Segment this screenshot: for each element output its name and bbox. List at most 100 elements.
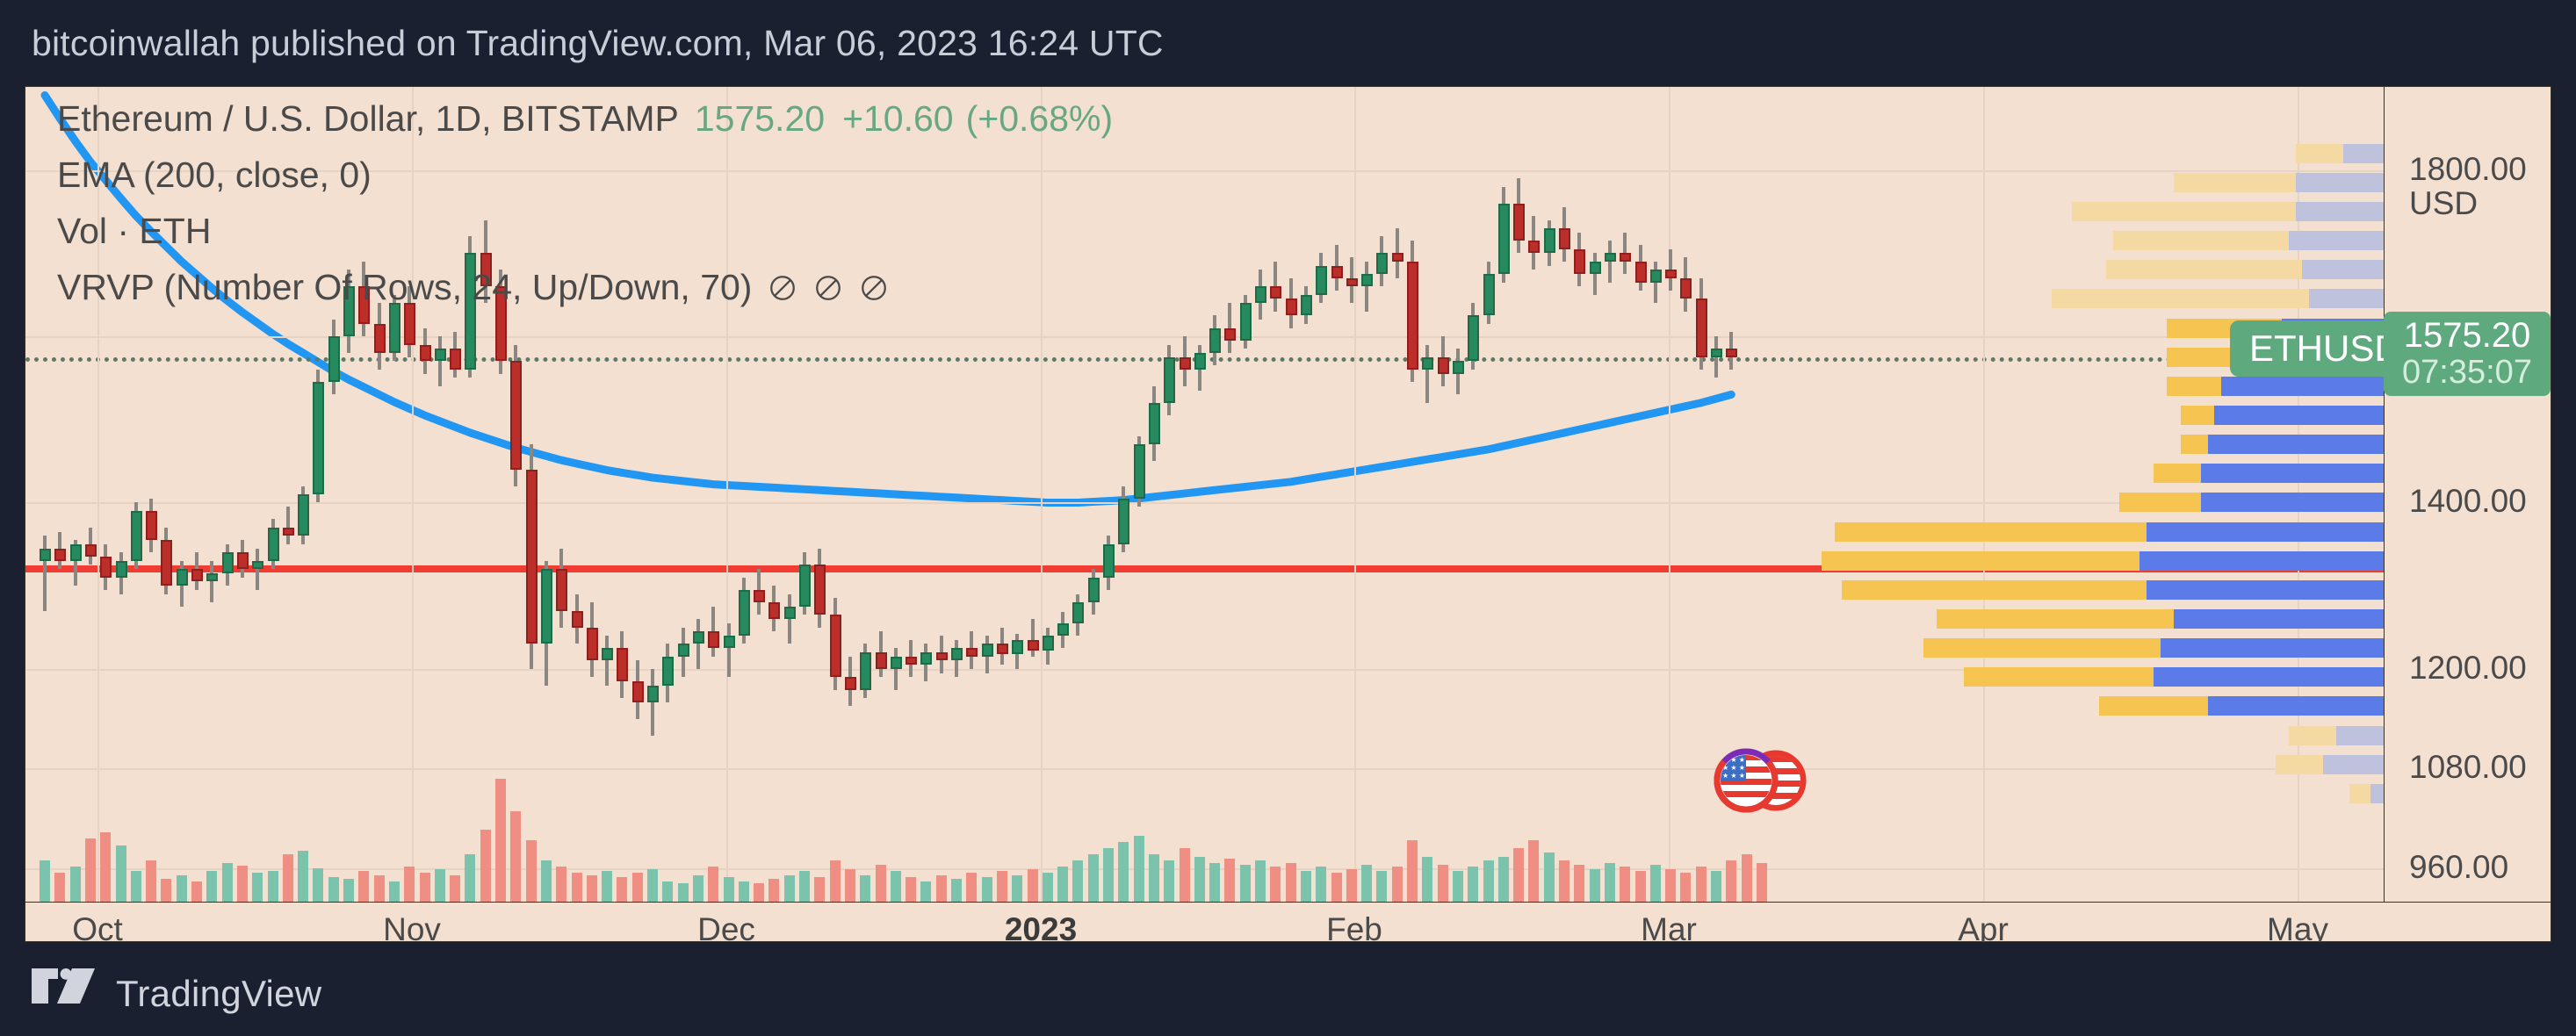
volume-bar bbox=[1239, 865, 1251, 902]
candlestick bbox=[1118, 498, 1130, 544]
volume-profile-sell-segment bbox=[1835, 522, 2147, 542]
candle-wick bbox=[1425, 344, 1430, 403]
volume-profile-buy-segment bbox=[2147, 579, 2384, 600]
candlestick bbox=[298, 494, 310, 536]
volume-bar bbox=[1665, 868, 1677, 902]
price-axis-tick: 1800.00 bbox=[2409, 150, 2527, 187]
candlestick bbox=[510, 361, 523, 470]
volume-bar bbox=[1483, 860, 1494, 902]
candlestick bbox=[1103, 543, 1115, 578]
current-price-badge[interactable]: 1575.20 07:35:07 bbox=[2384, 311, 2551, 396]
volume-profile-sell-segment bbox=[1822, 550, 2140, 571]
candle-wick bbox=[1653, 261, 1657, 304]
candlestick bbox=[1331, 265, 1343, 278]
time-axis[interactable]: Oct Nov Dec 2023 Feb Mar Apr May bbox=[25, 902, 2551, 947]
candlestick bbox=[465, 253, 477, 370]
candlestick bbox=[313, 382, 325, 494]
hide-indicator-icon-2[interactable] bbox=[813, 273, 843, 303]
time-axis-tick: 2023 bbox=[1004, 911, 1078, 947]
volume-bar bbox=[1346, 868, 1357, 902]
volume-bar bbox=[1756, 862, 1767, 902]
volume-bar bbox=[738, 881, 749, 902]
volume-bar bbox=[328, 877, 339, 902]
volume-profile-row bbox=[2349, 783, 2384, 803]
candlestick bbox=[419, 344, 431, 362]
candlestick bbox=[631, 681, 644, 702]
volume-profile-buy-segment bbox=[2342, 143, 2384, 163]
support-level-line[interactable] bbox=[25, 565, 2384, 573]
volume-profile-sell-segment bbox=[2105, 260, 2303, 280]
candlestick bbox=[1316, 265, 1328, 295]
candlestick bbox=[161, 540, 173, 586]
volume-profile-buy-segment bbox=[2153, 667, 2384, 687]
price-axis-tick: 1200.00 bbox=[2409, 649, 2527, 686]
volume-profile-sell-segment bbox=[2052, 289, 2310, 309]
volume-bar bbox=[480, 830, 491, 902]
volume-bar bbox=[1437, 865, 1448, 902]
chart-plot-area[interactable]: ★ ★ ★ ★ ★ ★ ★ ★ ★ ETHUSD bbox=[25, 87, 2384, 902]
volume-bar bbox=[1376, 871, 1388, 902]
volume-profile-buy-segment bbox=[2295, 202, 2384, 222]
volume-bar bbox=[951, 879, 962, 902]
volume-bar bbox=[1103, 848, 1114, 902]
legend-change: +10.60 bbox=[842, 98, 954, 139]
volume-profile-buy-segment bbox=[2173, 609, 2384, 630]
legend-row-ema[interactable]: EMA (200, close, 0) bbox=[57, 157, 1113, 193]
candlestick bbox=[1497, 203, 1510, 275]
volume-bar bbox=[814, 877, 826, 902]
volume-profile-buy-segment bbox=[2214, 406, 2384, 426]
volume-profile-row bbox=[2180, 406, 2384, 426]
hide-indicator-icon-3[interactable] bbox=[859, 273, 889, 303]
volume-bar bbox=[647, 868, 658, 902]
candlestick bbox=[1391, 253, 1403, 262]
volume-profile-sell-segment bbox=[2289, 725, 2337, 745]
candlestick bbox=[1680, 277, 1692, 299]
volume-profile-row bbox=[2153, 464, 2384, 484]
grid-line-horizontal bbox=[25, 169, 2384, 172]
legend-row-volume[interactable]: Vol · ETH bbox=[57, 213, 1113, 249]
volume-profile-row bbox=[1963, 667, 2384, 687]
volume-bar bbox=[1559, 860, 1569, 902]
candle-wick bbox=[1607, 241, 1612, 283]
candle-wick bbox=[605, 635, 610, 686]
volume-bar bbox=[996, 871, 1007, 902]
candlestick bbox=[191, 569, 203, 582]
volume-profile-row bbox=[2180, 435, 2384, 455]
candlestick bbox=[1148, 402, 1160, 445]
hide-indicator-icon-1[interactable] bbox=[768, 273, 797, 303]
candlestick bbox=[1179, 356, 1191, 370]
price-axis[interactable]: USD 1800.001600.001400.001200.001080.009… bbox=[2384, 87, 2551, 902]
candle-wick bbox=[285, 507, 290, 544]
volume-bar bbox=[1452, 871, 1463, 902]
legend-symbol-label: Ethereum / U.S. Dollar, 1D, BITSTAMP bbox=[57, 98, 679, 139]
svg-text:★ ★ ★: ★ ★ ★ bbox=[1722, 772, 1745, 780]
ema-200-line bbox=[40, 90, 1735, 507]
candlestick bbox=[556, 569, 568, 611]
volume-profile-row bbox=[2112, 231, 2384, 251]
price-axis-tick: 1080.00 bbox=[2409, 749, 2527, 786]
volume-bar bbox=[586, 874, 597, 902]
candlestick bbox=[84, 543, 97, 558]
volume-bar bbox=[1604, 862, 1615, 902]
volume-bar bbox=[1331, 873, 1342, 902]
volume-bar bbox=[495, 779, 506, 902]
price-axis-tick: 1400.00 bbox=[2409, 483, 2527, 520]
volume-bar bbox=[829, 860, 841, 902]
ticker-badge[interactable]: ETHUSD bbox=[2230, 320, 2384, 377]
volume-profile-buy-segment bbox=[2220, 376, 2384, 396]
legend-row-symbol[interactable]: Ethereum / U.S. Dollar, 1D, BITSTAMP 157… bbox=[57, 101, 1113, 137]
candlestick bbox=[586, 627, 598, 661]
volume-profile-row bbox=[1923, 638, 2384, 658]
candlestick bbox=[662, 656, 675, 686]
volume-bar bbox=[313, 867, 324, 902]
volume-bar bbox=[525, 840, 537, 902]
volume-bar bbox=[115, 845, 126, 902]
volume-bar bbox=[906, 877, 917, 902]
volume-profile-row bbox=[2173, 172, 2384, 192]
volume-bar bbox=[1513, 848, 1525, 902]
volume-bar bbox=[161, 879, 172, 902]
volume-bar bbox=[1361, 865, 1373, 902]
legend-row-vrvp[interactable]: VRVP (Number Of Rows, 24, Up/Down, 70) bbox=[57, 270, 1113, 306]
candlestick bbox=[1620, 253, 1632, 262]
volume-bar bbox=[1497, 856, 1509, 902]
